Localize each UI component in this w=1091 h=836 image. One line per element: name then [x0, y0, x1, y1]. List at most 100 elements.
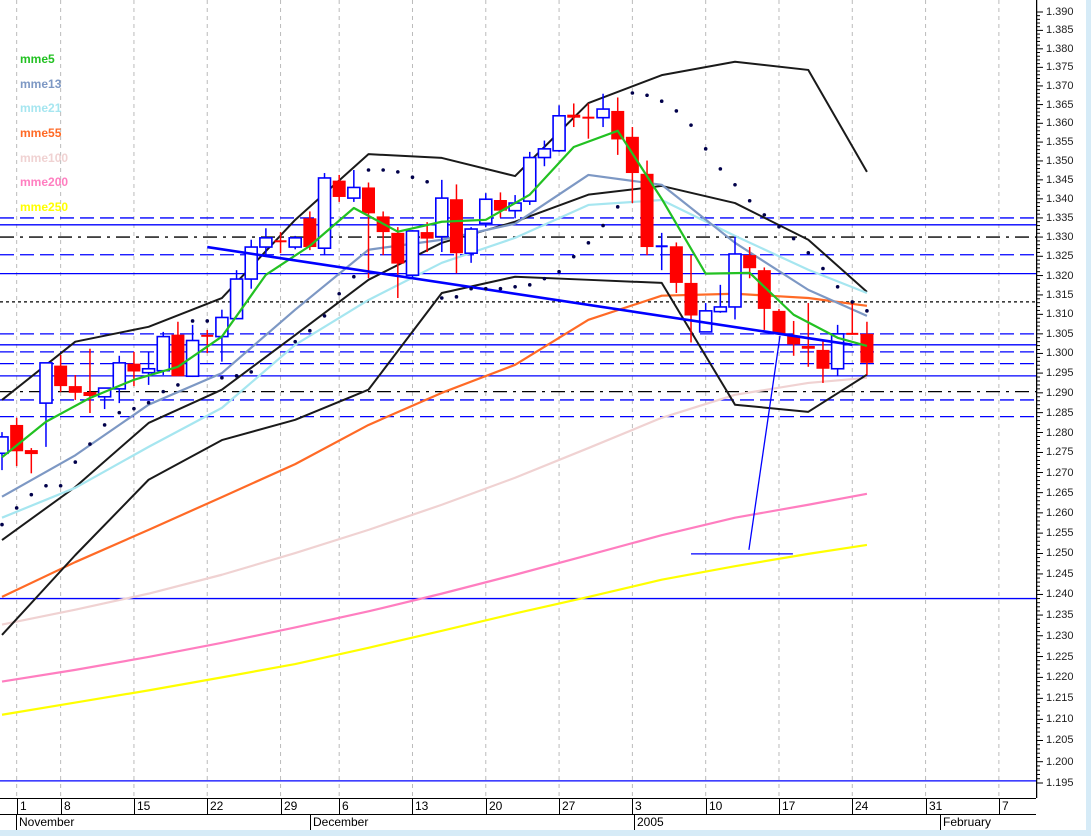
- candle-body: [596, 108, 610, 119]
- candle-body: [229, 278, 244, 320]
- bullish-candle: [347, 170, 361, 202]
- candle-body: [288, 237, 303, 248]
- candle-body: [259, 237, 273, 248]
- parabolic-sar-dot: [0, 522, 4, 527]
- parabolic-sar-dot: [806, 251, 811, 255]
- parabolic-sar-dot: [161, 389, 166, 394]
- candle-body: [39, 362, 53, 404]
- legend-mme200: mme200: [20, 175, 69, 189]
- mme5-line: [1, 129, 868, 459]
- parabolic-sar-dot: [483, 286, 488, 291]
- candle-body: [801, 345, 815, 349]
- price-tick-label: 1.380: [1046, 42, 1074, 55]
- mme200-line: [1, 492, 868, 683]
- price-tick-label: 1.355: [1046, 136, 1074, 149]
- horizontal-scrollbar[interactable]: [0, 830, 1091, 836]
- candle-body: [83, 392, 97, 396]
- month-label: February: [940, 815, 991, 830]
- price-tick-label: 1.275: [1046, 446, 1074, 459]
- candle-body: [391, 232, 405, 264]
- candle-body: [743, 255, 757, 269]
- price-tick-label: 1.320: [1046, 269, 1074, 282]
- price-tick-label: 1.305: [1046, 327, 1074, 340]
- day-tick-label: 10: [706, 799, 722, 814]
- price-axis-ticks: [1035, 0, 1043, 798]
- bullish-candle: [244, 239, 259, 289]
- month-label: November: [16, 815, 74, 830]
- parabolic-sar-dot: [762, 213, 767, 217]
- bullish-candle: [537, 140, 552, 167]
- price-tick-label: 1.225: [1046, 650, 1074, 663]
- price-tick-label: 1.350: [1046, 154, 1074, 167]
- price-tick-label: 1.245: [1046, 567, 1074, 580]
- day-tick-row: 1 8 15 22 29 6 13 20 27 3 10 17 24 31 7: [0, 799, 1036, 815]
- candle-body: [54, 365, 68, 387]
- parabolic-sar-dot: [73, 460, 78, 464]
- bullish-candle: [478, 193, 493, 228]
- mme100-line: [1, 376, 868, 626]
- day-tick-label: 27: [559, 799, 575, 814]
- day-tick-label: 17: [779, 799, 795, 814]
- parabolic-sar-dot: [615, 205, 620, 209]
- bearish-candle: [860, 321, 874, 376]
- parabolic-sar-dot: [689, 123, 693, 127]
- candle-body: [611, 110, 625, 140]
- price-tick-label: 1.270: [1046, 466, 1074, 479]
- price-tick-label: 1.215: [1046, 692, 1074, 705]
- candle-body: [420, 232, 434, 239]
- candle-body: [0, 436, 9, 455]
- price-tick-label: 1.210: [1046, 713, 1074, 726]
- bullish-candle: [156, 331, 171, 376]
- price-tick-label: 1.375: [1046, 61, 1074, 74]
- bearish-candle: [449, 184, 463, 274]
- bearish-candle: [582, 103, 595, 139]
- day-tick-label: 29: [281, 799, 297, 814]
- price-tick-label: 1.315: [1046, 288, 1074, 301]
- parabolic-sar-dot: [117, 410, 122, 415]
- parabolic-sar-dot: [176, 383, 180, 387]
- bollinger-upper-line: [1, 60, 868, 401]
- bearish-candle: [332, 174, 346, 202]
- candle-body: [669, 246, 683, 283]
- mme21-line: [1, 198, 868, 519]
- legend-mme100: mme100: [20, 151, 69, 165]
- bullish-candle: [698, 303, 713, 333]
- candle-body: [464, 228, 478, 254]
- price-chart-plot[interactable]: [0, 0, 1036, 798]
- day-tick-label: 15: [134, 799, 150, 814]
- bearish-candle: [816, 339, 830, 383]
- bearish-candle: [362, 182, 375, 279]
- candle-body: [185, 339, 200, 378]
- candle-body: [68, 386, 82, 393]
- price-tick-label: 1.195: [1046, 777, 1074, 789]
- price-tick-label: 1.250: [1046, 547, 1074, 560]
- candle-body: [434, 197, 449, 238]
- bearish-candle: [420, 222, 434, 253]
- parabolic-sar-dot: [571, 254, 576, 259]
- parabolic-sar-dot: [645, 93, 649, 98]
- parabolic-sar-dot: [234, 374, 239, 378]
- bullish-candle: [434, 179, 449, 253]
- parabolic-sar-dot: [366, 168, 371, 172]
- vertical-scrollbar[interactable]: [1086, 0, 1091, 836]
- parabolic-sar-dot: [293, 339, 298, 344]
- parabolic-sar-dot: [718, 167, 723, 171]
- price-tick-label: 1.240: [1046, 588, 1074, 601]
- price-tick-label: 1.325: [1046, 250, 1074, 263]
- bullish-candle: [0, 432, 9, 471]
- bullish-candle: [259, 228, 273, 256]
- price-tick-label: 1.235: [1046, 609, 1074, 622]
- day-tick-label: 6: [339, 799, 349, 814]
- candle-body: [493, 199, 507, 211]
- legend-mme5: mme5: [20, 52, 55, 66]
- parabolic-sar-dot: [44, 483, 48, 488]
- parabolic-sar-dot: [396, 170, 400, 174]
- candle-body: [728, 253, 742, 308]
- price-tick-label: 1.330: [1046, 231, 1074, 244]
- bullish-candle: [229, 270, 244, 320]
- bearish-candle: [10, 417, 24, 467]
- bullish-candle: [552, 105, 566, 152]
- candle-body: [787, 335, 801, 345]
- price-tick-label: 1.200: [1046, 755, 1074, 768]
- parabolic-sar-dot: [703, 147, 708, 151]
